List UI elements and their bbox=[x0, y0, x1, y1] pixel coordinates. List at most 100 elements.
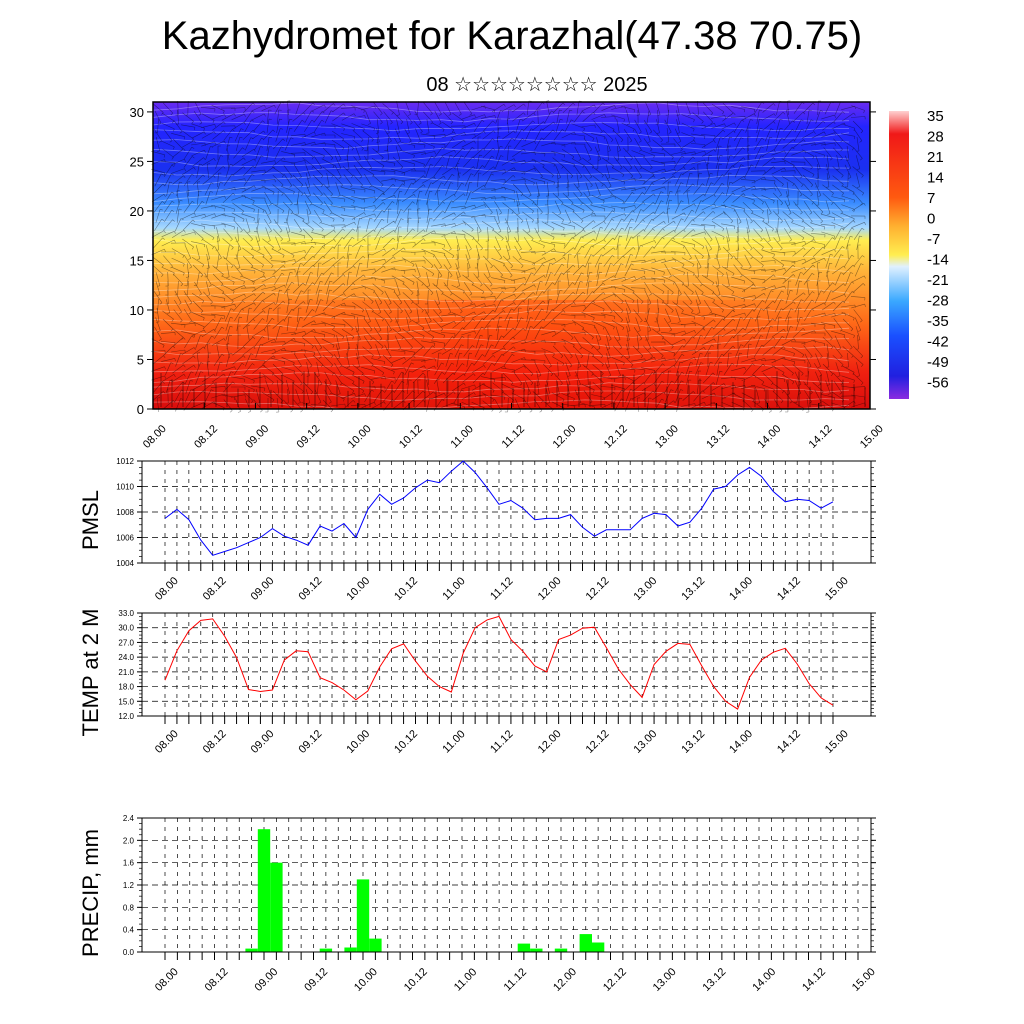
precip-bar bbox=[591, 942, 605, 952]
contour-line bbox=[152, 229, 850, 240]
x-tick-label: 09.12 bbox=[296, 728, 324, 756]
x-tick-label: 09.00 bbox=[249, 728, 277, 756]
x-tick-label: 10.12 bbox=[402, 966, 430, 994]
chart-title: Kazhydromet for Karazhal(47.38 70.75) bbox=[161, 14, 863, 58]
contour-line bbox=[152, 201, 850, 213]
y-tick-label: 0 bbox=[137, 402, 144, 417]
precip-bar bbox=[517, 943, 531, 952]
contour-line bbox=[152, 382, 850, 393]
x-tick-label: 08.12 bbox=[192, 423, 220, 451]
y-tick-label: 1010 bbox=[116, 483, 134, 492]
contour-line bbox=[152, 255, 850, 267]
y-tick-label: 10 bbox=[130, 303, 144, 318]
colorbar-label: -7 bbox=[927, 231, 940, 248]
x-tick-label: 12.00 bbox=[551, 966, 579, 994]
temp-panel: 12.0 15.0 18.0 21.0 24.0 27.0 30.0 33.0 08.00 08.… bbox=[78, 609, 876, 756]
x-tick-label: 10.12 bbox=[392, 728, 420, 756]
y-tick-label: 20 bbox=[130, 204, 144, 219]
precip-bar bbox=[369, 938, 382, 952]
x-tick-label: 10.00 bbox=[344, 575, 372, 603]
x-tick-label: 08.12 bbox=[201, 575, 229, 603]
contour-line bbox=[152, 165, 850, 177]
x-tick-label: 13.12 bbox=[704, 423, 732, 451]
colorbar: 35 28 21 14 7 0 -7 -14 -21 -28 -35 -42 -49 -56 bbox=[889, 108, 949, 399]
x-tick-label: 15.00 bbox=[823, 575, 851, 603]
pmsl-panel: 1004 1006 1008 1010 1012 08.00 08.12 09.00 09.12… bbox=[78, 457, 876, 603]
y-axis-title: TEMP at 2 M bbox=[78, 609, 103, 737]
y-axis-title: PMSL bbox=[78, 490, 103, 550]
x-tick-label: 12.00 bbox=[536, 728, 564, 756]
x-tick-label: 13.00 bbox=[653, 423, 681, 451]
contour-line bbox=[152, 237, 850, 248]
x-tick-label: 10.00 bbox=[344, 728, 372, 756]
y-tick-label: 5 bbox=[137, 352, 144, 367]
colorbar-label: -28 bbox=[927, 293, 949, 310]
plot-frame bbox=[141, 612, 872, 717]
colorbar-label: 28 bbox=[927, 129, 944, 146]
y-tick-label: 30 bbox=[130, 105, 144, 120]
y-tick-label: 33.0 bbox=[118, 609, 134, 618]
x-tick-label: 12.12 bbox=[584, 575, 612, 603]
x-tick-label: 10.00 bbox=[352, 966, 380, 994]
series-line bbox=[164, 615, 834, 710]
contour-line bbox=[152, 282, 850, 294]
heatmap-y-axis: 0 5 10 15 20 25 30 bbox=[130, 105, 876, 417]
x-tick-label: 14.12 bbox=[800, 966, 828, 994]
contour-line bbox=[152, 156, 850, 167]
series-line bbox=[164, 460, 834, 556]
x-tick-label: 09.00 bbox=[249, 575, 277, 603]
x-tick-label: 12.12 bbox=[601, 966, 629, 994]
contour-line bbox=[152, 264, 850, 276]
x-tick-label: 10.00 bbox=[346, 423, 374, 451]
x-tick-label: 09.00 bbox=[243, 423, 271, 451]
precip-bar bbox=[245, 948, 258, 952]
contour-line bbox=[152, 121, 850, 132]
contour-line bbox=[152, 174, 850, 186]
x-tick-label: 13.12 bbox=[679, 575, 707, 603]
y-tick-label: 2.4 bbox=[123, 814, 135, 823]
contour-line bbox=[152, 211, 850, 222]
y-tick-label: 15 bbox=[130, 253, 144, 268]
y-tick-label: 1006 bbox=[116, 534, 134, 543]
colorbar-label: -14 bbox=[927, 252, 949, 269]
precip-bar bbox=[356, 879, 370, 952]
precip-bar bbox=[554, 948, 568, 952]
heatmap-contours bbox=[152, 102, 850, 411]
y-tick-label: 1008 bbox=[116, 508, 134, 517]
x-tick-label: 15.00 bbox=[850, 966, 878, 994]
y-tick-label: 15.0 bbox=[118, 697, 134, 706]
y-tick-label: 1012 bbox=[116, 457, 134, 466]
x-tick-label: 13.00 bbox=[631, 728, 659, 756]
colorbar-label: 0 bbox=[927, 211, 935, 228]
y-tick-label: 25 bbox=[130, 154, 144, 169]
heatmap-warm-core bbox=[153, 300, 870, 409]
x-tick-label: 08.12 bbox=[201, 728, 229, 756]
precip-bar bbox=[579, 934, 592, 952]
y-tick-label: 1.2 bbox=[123, 881, 135, 890]
x-tick-label: 12.00 bbox=[551, 423, 579, 451]
y-tick-label: 0.4 bbox=[123, 926, 135, 935]
x-tick-label: 13.00 bbox=[651, 966, 679, 994]
x-tick-label: 11.12 bbox=[502, 966, 529, 993]
heatmap-panel: 0 5 10 15 20 25 30 08.00 08.12 09.00 09.12 10.00 10… bbox=[130, 100, 886, 451]
chart-subtitle: 08 ☆☆☆☆☆☆☆☆ 2025 bbox=[426, 74, 648, 96]
x-tick-label: 11.12 bbox=[488, 575, 515, 602]
x-tick-label: 14.12 bbox=[775, 575, 803, 603]
x-tick-label: 09.00 bbox=[252, 966, 280, 994]
colorbar-label: -35 bbox=[927, 313, 949, 330]
contour-line bbox=[152, 112, 850, 123]
x-tick-label: 11.00 bbox=[440, 728, 467, 755]
contour-line bbox=[152, 327, 850, 339]
x-tick-label: 14.12 bbox=[775, 728, 803, 756]
x-tick-label: 10.12 bbox=[392, 575, 420, 603]
y-tick-label: 0.0 bbox=[123, 948, 135, 957]
y-tick-label: 24.0 bbox=[118, 653, 134, 662]
x-tick-label: 09.12 bbox=[296, 575, 324, 603]
y-tick-label: 1.6 bbox=[123, 859, 135, 868]
colorbar-label: 7 bbox=[927, 190, 935, 207]
contour-line bbox=[152, 138, 850, 150]
x-tick-label: 14.12 bbox=[807, 423, 835, 451]
contour-line bbox=[152, 300, 850, 312]
y-tick-label: 18.0 bbox=[118, 683, 134, 692]
wind-barb-field bbox=[150, 100, 866, 413]
